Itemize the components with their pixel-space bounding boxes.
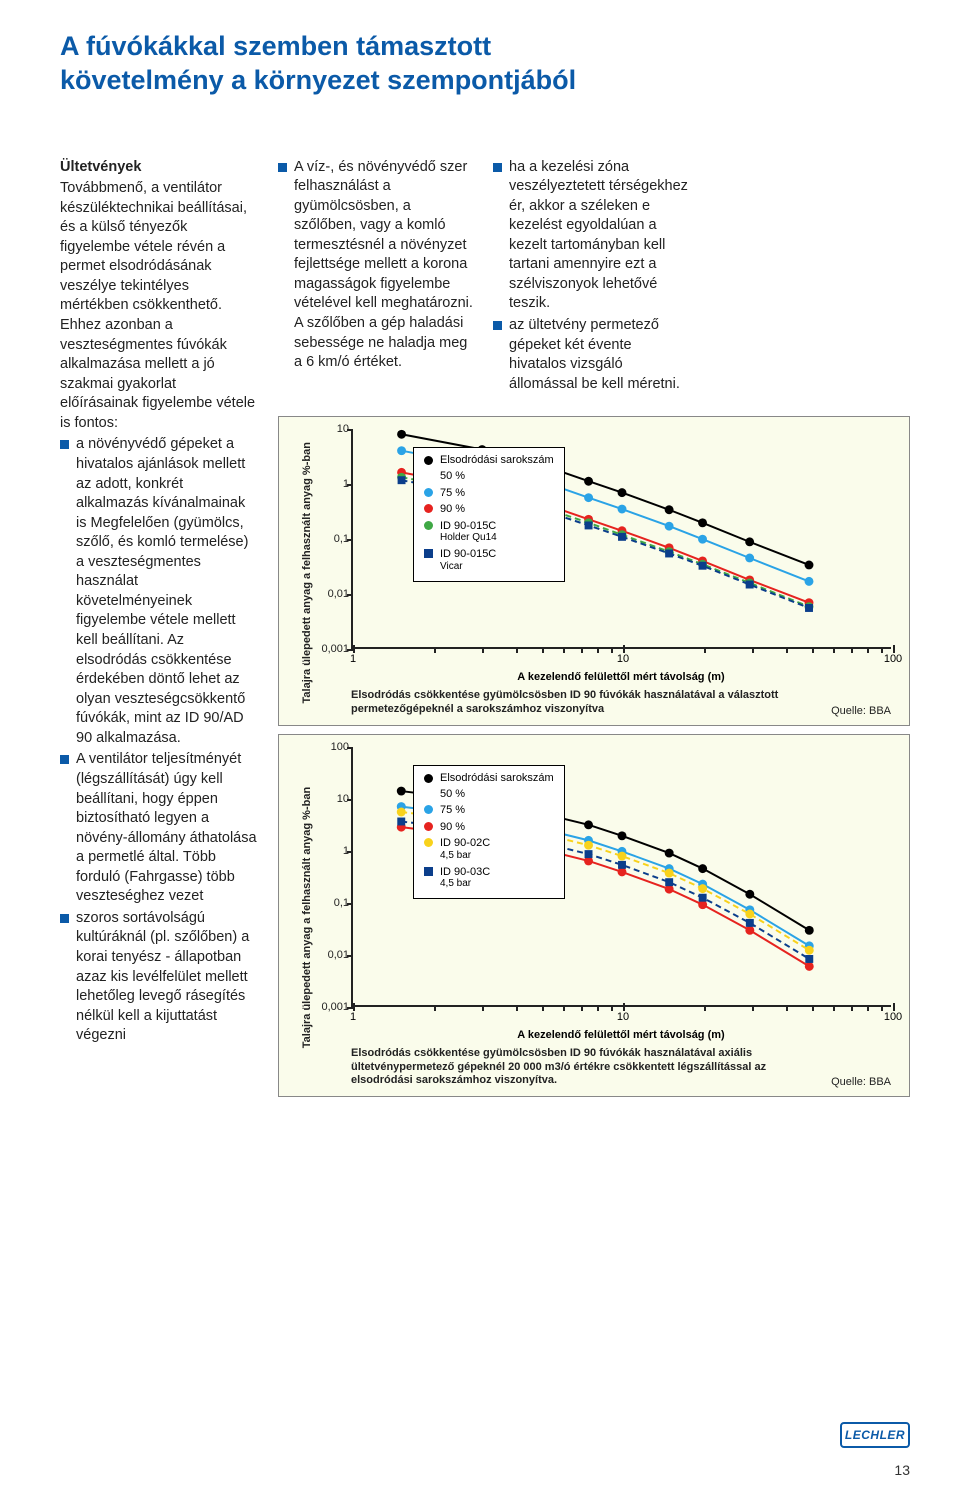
ytick-label: 10 xyxy=(309,423,349,435)
chart-legend: Elsodródási sarokszám50 %75 %90 %ID 90-0… xyxy=(413,447,565,582)
chart-a: Talajra ülepedett anyag a felhasznált an… xyxy=(278,416,910,726)
col3-bullet-2: az ültetvény permetező gépeket két évent… xyxy=(493,316,688,394)
chart-a-source: Quelle: BBA xyxy=(831,705,891,717)
ytick-label: 0,1 xyxy=(309,533,349,545)
ytick-label: 0,01 xyxy=(309,949,349,961)
chart-a-caption: Elsodródás csökkentése gyümölcsösben ID … xyxy=(351,689,811,717)
ytick-label: 0,1 xyxy=(309,897,349,909)
col1-bullet-2: A ventilátor teljesítményét (légszállítá… xyxy=(60,750,258,907)
chart-b-caption: Elsodródás csökkentése gyümölcsösben ID … xyxy=(351,1047,811,1088)
ytick-label: 0,01 xyxy=(309,588,349,600)
chart-a-plot: 1010,10,010,001110100Elsodródási saroksz… xyxy=(351,429,891,649)
column-2: A víz-, és növényvédő szer felhasználást… xyxy=(278,158,473,397)
xtick-label: 1 xyxy=(350,653,356,665)
col3-bullet-1: ha a kezelési zóna veszélyeztetett térsé… xyxy=(493,158,688,315)
ytick-label: 1 xyxy=(309,478,349,490)
column-3: ha a kezelési zóna veszélyeztetett térsé… xyxy=(493,158,688,397)
xtick-label: 100 xyxy=(884,1011,902,1023)
xtick-label: 10 xyxy=(617,653,629,665)
xtick-label: 100 xyxy=(884,653,902,665)
chart-b-source: Quelle: BBA xyxy=(831,1076,891,1088)
lechler-logo: LECHLER xyxy=(840,1422,910,1448)
chart-b: Talajra ülepedett anyag a felhasznált an… xyxy=(278,734,910,1097)
xtick-label: 10 xyxy=(617,1011,629,1023)
xtick-label: 1 xyxy=(350,1011,356,1023)
chart-legend: Elsodródási sarokszám50 %75 %90 %ID 90-0… xyxy=(413,765,565,900)
ytick-label: 1 xyxy=(309,845,349,857)
col1-bullet-3: szoros sortávolságú kultúráknál (pl. sző… xyxy=(60,909,258,1046)
page-number: 13 xyxy=(894,1462,910,1478)
col2-bullet-1: A víz-, és növényvédő szer felhasználást… xyxy=(278,158,473,373)
chart-a-ylabel: Talajra ülepedett anyag a felhasznált an… xyxy=(297,429,317,717)
col1-intro: Továbbmenő, a ventilátor készüléktechnik… xyxy=(60,179,258,433)
ytick-label: 0,001 xyxy=(309,1001,349,1013)
col1-heading: Ültetvények xyxy=(60,159,141,175)
ytick-label: 0,001 xyxy=(309,643,349,655)
ytick-label: 10 xyxy=(309,793,349,805)
ytick-label: 100 xyxy=(309,741,349,753)
col1-bullet-1: a növényvédő gépeket a hivatalos ajánlás… xyxy=(60,435,258,748)
chart-b-xlabel: A kezelendő felülettől mért távolság (m) xyxy=(351,1029,891,1041)
chart-b-plot: 1001010,10,010,001110100Elsodródási saro… xyxy=(351,747,891,1007)
chart-a-xlabel: A kezelendő felülettől mért távolság (m) xyxy=(351,671,891,683)
column-1: Ültetvények Továbbmenő, a ventilátor kés… xyxy=(60,158,258,1106)
page-title: A fúvókákkal szemben támasztott követelm… xyxy=(60,30,660,98)
